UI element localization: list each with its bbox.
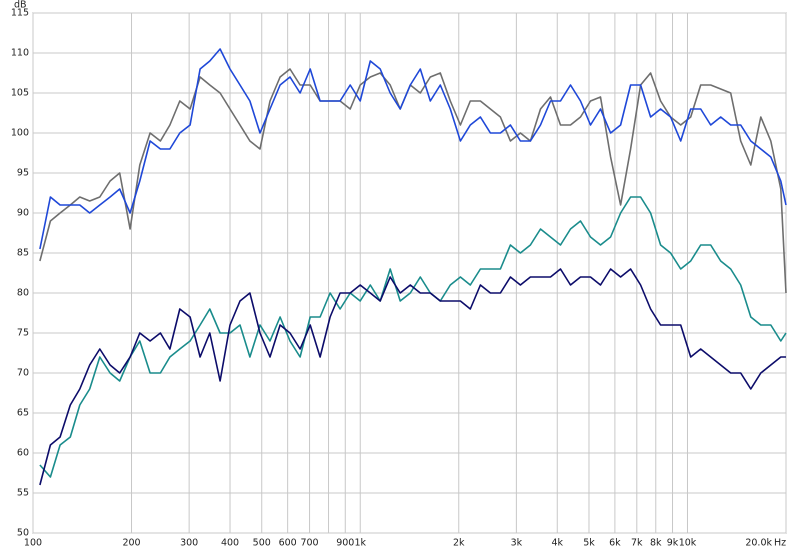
y-tick-label: 60: [17, 448, 29, 459]
x-tick-label: 4k: [551, 538, 563, 549]
x-tick-label: 20.0k: [745, 538, 772, 549]
x-tick-label: 6k: [609, 538, 621, 549]
plot-area: [32, 12, 787, 534]
x-tick-label: 600: [279, 538, 297, 549]
y-tick-label: 90: [17, 208, 29, 219]
series-line: [39, 196, 787, 478]
x-unit: Hz: [774, 538, 786, 549]
x-tick-label: 7k: [631, 538, 643, 549]
y-tick-label: 75: [17, 328, 29, 339]
y-tick-label: 115: [11, 8, 29, 19]
x-tick-label: 8k: [650, 538, 662, 549]
series-line: [39, 68, 787, 294]
y-tick-label: 100: [11, 128, 29, 139]
y-tick-label: 105: [11, 88, 29, 99]
x-tick-label: 5k: [583, 538, 595, 549]
x-tick-label: 300: [180, 538, 198, 549]
y-tick-label: 80: [17, 288, 29, 299]
x-tick-label: 1k: [354, 538, 366, 549]
y-tick-label: 55: [17, 488, 29, 499]
y-tick-label: 85: [17, 248, 29, 259]
x-tick-label: 2k: [453, 538, 465, 549]
x-tick-label: 400: [221, 538, 239, 549]
y-tick-label: 50: [17, 528, 29, 539]
y-tick-label: 110: [11, 48, 29, 59]
series-line: [39, 268, 786, 486]
x-tick-label: 700: [300, 538, 318, 549]
x-tick-label: 3k: [511, 538, 523, 549]
y-unit: dB: [14, 0, 27, 11]
x-tick-label: 10k: [679, 538, 697, 549]
x-tick-label: 100: [24, 538, 42, 549]
x-tick-label: 9k: [667, 538, 679, 549]
y-tick-label: 65: [17, 408, 29, 419]
x-tick-label: 900: [336, 538, 354, 549]
series-line: [39, 48, 787, 250]
x-tick-label: 200: [122, 538, 140, 549]
x-tick-label: 500: [253, 538, 271, 549]
y-tick-label: 95: [17, 168, 29, 179]
y-tick-label: 70: [17, 368, 29, 379]
